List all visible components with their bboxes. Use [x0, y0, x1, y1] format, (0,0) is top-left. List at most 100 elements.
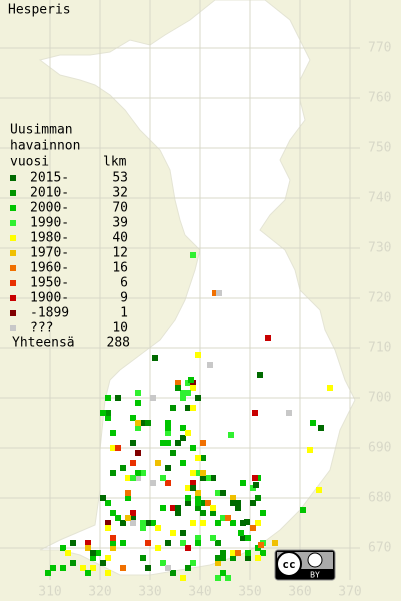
occurrence: [85, 540, 91, 546]
occurrence: [195, 352, 201, 358]
occurrence: [310, 420, 316, 426]
x-label: 350: [238, 585, 261, 600]
occurrence: [130, 510, 136, 516]
occurrence: [215, 560, 221, 566]
occurrence: [70, 560, 76, 566]
occurrence: [235, 500, 241, 506]
occurrence: [190, 470, 196, 476]
occurrence: [286, 410, 292, 416]
occurrence: [260, 510, 266, 516]
cc-icon: [276, 551, 302, 577]
occurrence: [240, 535, 246, 541]
occurrence: [140, 525, 146, 531]
occurrence: [240, 480, 246, 486]
occurrence: [110, 430, 116, 436]
by-icon: [307, 552, 323, 568]
occurrence: [250, 525, 256, 531]
occurrence: [140, 555, 146, 561]
occurrence: [185, 430, 191, 436]
occurrence: [180, 390, 186, 396]
occurrence: [90, 565, 96, 571]
occurrence: [105, 500, 111, 506]
occurrence: [165, 420, 171, 426]
occurrence: [135, 450, 141, 456]
occurrence: [200, 500, 206, 506]
occurrence: [265, 335, 271, 341]
occurrence: [205, 475, 211, 481]
occurrence: [200, 520, 206, 526]
occurrence: [85, 545, 91, 551]
occurrence: [60, 545, 66, 551]
legend-heading: Uusimman: [10, 123, 73, 138]
legend-label: 1960-: [30, 261, 69, 276]
occurrence: [255, 520, 261, 526]
occurrence: [185, 405, 191, 411]
occurrence: [155, 460, 161, 466]
y-label: 740: [368, 191, 391, 206]
occurrence: [272, 540, 278, 546]
occurrence: [225, 575, 231, 581]
occurrence: [316, 487, 322, 493]
legend-count: 16: [112, 261, 128, 276]
occurrence: [245, 535, 251, 541]
legend-label: 1900-: [30, 291, 69, 306]
occurrence: [235, 505, 241, 511]
legend-count: 53: [112, 171, 128, 186]
grid: 310 320 330 340 350 360 3706706806907007107207…: [0, 0, 391, 600]
by-text: BY: [310, 571, 320, 580]
y-label: 680: [368, 491, 391, 506]
occurrence: [110, 470, 116, 476]
occurrence: [195, 535, 201, 541]
occurrence: [130, 520, 136, 526]
occurrence: [195, 540, 201, 546]
occurrence: [200, 470, 206, 476]
occurrence: [150, 395, 156, 401]
occurrence: [160, 475, 166, 481]
occurrence: [140, 470, 146, 476]
occurrence: [195, 495, 201, 501]
occurrence: [220, 555, 226, 561]
occurrence: [180, 425, 186, 431]
occurrence: [200, 510, 206, 516]
occurrence: [165, 465, 171, 471]
occurrence: [220, 550, 226, 556]
occurrence: [240, 520, 246, 526]
occurrence: [130, 515, 136, 521]
occurrence: [105, 395, 111, 401]
occurrence: [120, 520, 126, 526]
occurrence: [130, 440, 136, 446]
occurrence: [195, 490, 201, 496]
occurrence: [185, 500, 191, 506]
occurrence: [220, 570, 226, 576]
occurrence: [300, 507, 306, 513]
occurrence: [100, 560, 106, 566]
occurrence: [175, 385, 181, 391]
occurrence: [235, 550, 241, 556]
occurrence: [165, 425, 171, 431]
occurrence: [195, 505, 201, 511]
occurrence: [245, 550, 251, 556]
occurrence: [110, 445, 116, 451]
license-badge: cc BY: [274, 549, 336, 581]
occurrence: [175, 440, 181, 446]
finland: [38, 0, 356, 576]
occurrence: [165, 480, 171, 486]
legend-swatch: [10, 190, 16, 196]
occurrence: [210, 505, 216, 511]
occurrence: [250, 500, 256, 506]
occurrence: [160, 560, 166, 566]
legend-count: 10: [112, 321, 128, 336]
occurrence: [215, 555, 221, 561]
occurrence: [185, 485, 191, 491]
x-label: 360: [288, 585, 311, 600]
occurrence: [175, 510, 181, 516]
occurrence: [200, 455, 206, 461]
occurrence: [115, 445, 121, 451]
occurrence: [170, 530, 176, 536]
legend-count: 39: [112, 216, 128, 231]
y-label: 770: [368, 41, 391, 56]
occurrence: [190, 480, 196, 486]
legend-label: -1899: [30, 306, 69, 321]
occurrence: [215, 490, 221, 496]
